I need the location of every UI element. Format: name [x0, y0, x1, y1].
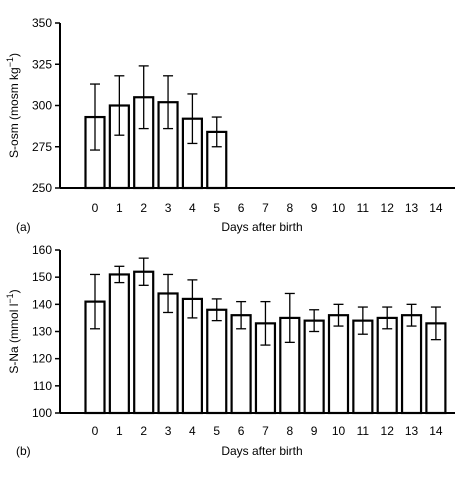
y-tick-label: 140 [32, 297, 52, 311]
bar [327, 314, 350, 415]
panel-label: (a) [16, 220, 31, 234]
y-tick-label: 110 [33, 379, 52, 393]
y-tick-label: 275 [32, 140, 52, 154]
bar [376, 316, 398, 415]
x-tick-label: 13 [405, 201, 419, 215]
y-tick-label: 150 [32, 270, 52, 284]
x-tick-label: 14 [429, 201, 443, 215]
x-tick-label: 1 [116, 201, 123, 215]
x-tick-label: 2 [140, 201, 147, 215]
y-tick-label: 120 [32, 352, 52, 366]
x-axis-title: Days after birth [221, 444, 302, 458]
y-axis-title: S-Na (mmol l−1) [5, 289, 21, 373]
y-tick-label: 160 [32, 243, 52, 257]
x-tick-label: 0 [92, 201, 99, 215]
x-tick-label: 6 [238, 201, 245, 215]
x-tick-label: 10 [332, 424, 346, 438]
x-tick-label: 9 [311, 201, 318, 215]
x-tick-label: 1 [116, 424, 123, 438]
x-tick-label: 6 [238, 424, 245, 438]
bar [303, 319, 325, 415]
x-tick-label: 2 [140, 424, 147, 438]
x-tick-label: 12 [381, 424, 395, 438]
x-tick-label: 5 [213, 424, 220, 438]
x-tick-label: 8 [286, 201, 293, 215]
x-tick-label: 13 [405, 424, 419, 438]
y-tick-label: 300 [32, 99, 52, 113]
y-axis-title-main: S-osm (mosm kg [7, 67, 21, 158]
x-tick-label: 9 [311, 424, 318, 438]
bar [206, 308, 228, 415]
y-axis-title-main: S-Na (mmol l [7, 304, 21, 374]
y-tick-label: 350 [32, 16, 52, 30]
bar [133, 270, 155, 415]
x-tick-label: 5 [213, 201, 220, 215]
y-axis-title: S-osm (mosm kg−1) [5, 53, 21, 158]
bar [230, 314, 252, 415]
x-tick-label: 8 [286, 424, 293, 438]
x-axis-title: Days after birth [221, 220, 302, 234]
y-axis-title-exponent: −1 [5, 57, 15, 67]
y-tick-label: 130 [32, 325, 52, 339]
y-axis-title-close: ) [7, 289, 21, 293]
y-axis-title-close: ) [7, 53, 21, 57]
x-tick-label: 11 [357, 201, 370, 215]
x-tick-label: 10 [332, 201, 346, 215]
x-tick-label: 12 [381, 201, 395, 215]
x-tick-label: 3 [165, 424, 172, 438]
y-tick-label: 325 [32, 57, 52, 71]
y-tick-label: 100 [32, 406, 52, 420]
x-tick-label: 11 [357, 424, 370, 438]
x-tick-label: 4 [189, 424, 196, 438]
bar [108, 273, 130, 415]
y-tick-label: 250 [32, 181, 52, 195]
x-tick-label: 7 [262, 201, 269, 215]
x-tick-label: 4 [189, 201, 196, 215]
y-axis-title-exponent: −1 [5, 293, 15, 303]
panel-label: (b) [16, 444, 31, 458]
x-tick-label: 7 [262, 424, 269, 438]
x-tick-label: 14 [429, 424, 443, 438]
x-tick-label: 0 [92, 424, 99, 438]
x-tick-label: 3 [165, 201, 172, 215]
bar [400, 314, 423, 415]
